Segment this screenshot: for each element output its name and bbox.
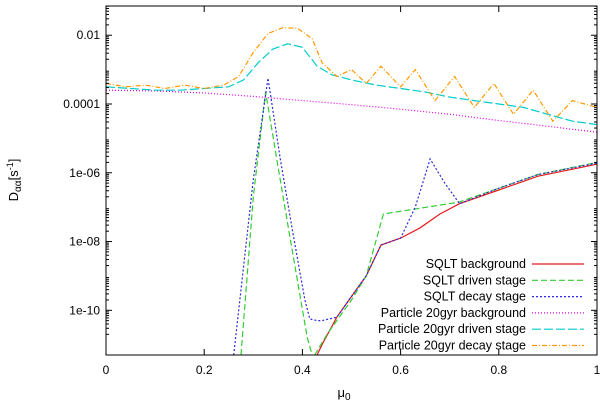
x-axis-label-sub: 0: [345, 392, 351, 403]
y-tick-label: 0.0001: [63, 97, 100, 111]
plot-lines: [106, 27, 597, 355]
legend-label: SQLT background: [426, 257, 526, 271]
series-line-3: [233, 78, 597, 355]
y-axis-label-unit-end: ]: [6, 159, 21, 163]
y-axis-label-main: D: [6, 192, 21, 201]
legend-label: Particle 20gyr driven stage: [378, 322, 526, 336]
y-tick-label: 0.01: [77, 28, 101, 42]
x-tick-label: 0.2: [196, 363, 213, 377]
y-axis-label-unit-sup: -1: [5, 162, 15, 170]
series-line-2: [240, 91, 313, 355]
y-tick-label: 1e-08: [69, 235, 100, 249]
legend-label: Particle 20gyr background: [381, 306, 526, 320]
legend: SQLT background SQLT driven stage SQLT dec…: [378, 257, 584, 353]
series-line-4: [106, 89, 597, 133]
series-line-6: [106, 27, 597, 123]
y-axis-label-unit: [s: [6, 170, 21, 181]
legend-label: SQLT decay stage: [424, 290, 526, 304]
series-line-5: [106, 43, 597, 126]
x-axis-label-main: μ: [337, 385, 345, 400]
y-axis-label-sub: αα: [13, 180, 24, 192]
axis-ticks: 0 0.2 0.4 0.6 0.8 1 1e-10 1e-08 1e-06 0.0001 0.01: [63, 5, 600, 377]
x-tick-label: 0.4: [294, 363, 311, 377]
x-tick-label: 0.8: [490, 363, 507, 377]
x-tick-label: 0.6: [392, 363, 409, 377]
y-axis-label: Dαα[s-1]: [5, 159, 24, 202]
x-tick-label: 0: [103, 363, 110, 377]
series-line-2-b: [314, 161, 597, 355]
legend-label: SQLT driven stage: [423, 273, 526, 287]
x-axis-label: μ0: [337, 385, 351, 403]
legend-label: Particle 20gyr decay stage: [379, 339, 526, 353]
x-tick-label: 1: [594, 363, 600, 377]
y-tick-label: 1e-10: [69, 303, 100, 317]
y-tick-label: 1e-06: [69, 166, 100, 180]
